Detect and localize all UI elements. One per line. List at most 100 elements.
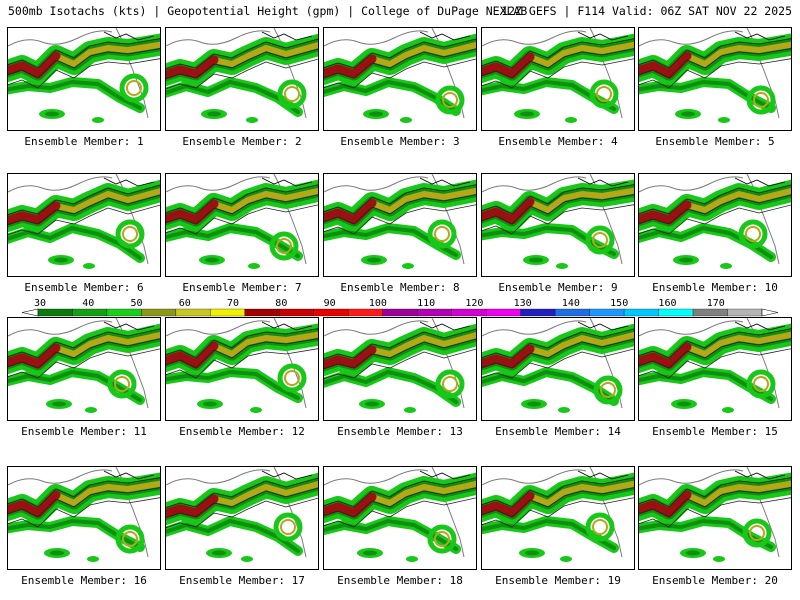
jet-stream-max <box>482 344 535 369</box>
ensemble-map-panel <box>638 317 792 421</box>
cutoff-low-swirl <box>742 518 772 548</box>
height-contour <box>482 487 634 518</box>
height-contour <box>639 487 791 518</box>
wind-speed-patch <box>369 111 383 117</box>
colorbar-tick-label: 50 <box>131 298 143 309</box>
ensemble-member-label: Ensemble Member: 1 <box>24 135 144 148</box>
colorbar-swatch <box>313 308 349 317</box>
colorbar-swatch <box>141 308 177 317</box>
wind-speed-patch <box>565 117 577 123</box>
jet-stream-max <box>639 490 692 518</box>
wind-speed-patch <box>250 407 262 413</box>
cutoff-low-swirl <box>280 519 296 535</box>
colorbar-swatch <box>37 308 73 317</box>
cutoff-low-swirl <box>749 525 765 541</box>
cutoff-low-swirl <box>122 531 138 547</box>
height-contour <box>166 38 318 70</box>
wind-speed-patch <box>713 556 725 562</box>
header-title: 500mb Isotachs (kts) | Geopotential Heig… <box>8 4 528 18</box>
coastline <box>482 176 587 193</box>
cutoff-low-swirl <box>119 73 149 103</box>
cutoff-low-swirl <box>589 79 619 109</box>
map-field <box>8 174 160 269</box>
height-contour <box>639 48 791 79</box>
map-field <box>324 318 476 413</box>
jet-stream-max <box>8 201 61 226</box>
height-contour <box>324 194 476 225</box>
cutoff-low-swirl <box>434 226 450 242</box>
jet-stream-max <box>639 342 692 369</box>
political-boundary <box>103 321 155 331</box>
cutoff-low-swirl <box>427 524 457 554</box>
map-field <box>482 28 634 123</box>
map-field <box>324 174 476 269</box>
jet-stream-band <box>8 370 142 402</box>
cutoff-low-swirl <box>753 376 769 392</box>
wind-speed-patch <box>686 550 700 556</box>
ensemble-map-panel <box>638 173 792 277</box>
wind-speed-patch <box>92 117 104 123</box>
colorbar-swatch <box>72 308 108 317</box>
cutoff-low-swirl <box>277 79 307 109</box>
ensemble-map-panel <box>7 466 161 570</box>
map-field <box>482 467 634 562</box>
jet-stream-max <box>324 198 377 225</box>
map-field <box>639 467 791 562</box>
cutoff-low-swirl <box>746 85 776 115</box>
ensemble-map-panel <box>7 27 161 131</box>
colorbar-swatch <box>589 308 625 317</box>
map-field <box>166 174 318 269</box>
wind-speed-patch <box>363 550 377 556</box>
ensemble-map-panel <box>165 466 319 570</box>
ensemble-member-label: Ensemble Member: 16 <box>21 574 147 587</box>
colorbar-swatch <box>658 308 694 317</box>
cutoff-low-swirl <box>753 92 769 108</box>
colorbar-swatch <box>279 308 314 317</box>
cutoff-low-swirl <box>284 370 300 386</box>
colorbar-arrow-left <box>21 308 39 317</box>
ensemble-map-panel <box>323 173 477 277</box>
height-contour <box>324 348 476 380</box>
cutoff-low-swirl <box>434 531 450 547</box>
political-boundary <box>734 177 786 187</box>
coastline <box>324 176 429 193</box>
map-field <box>8 318 160 413</box>
height-contour <box>639 58 791 89</box>
height-contour <box>166 487 318 519</box>
height-contour <box>166 338 318 369</box>
ensemble-map-panel <box>7 173 161 277</box>
coastline <box>166 30 271 47</box>
wind-speed-patch <box>402 263 414 269</box>
colorbar-tick-label: 60 <box>179 298 191 309</box>
cutoff-low-swirl <box>745 226 761 242</box>
wind-speed-patch <box>212 550 226 556</box>
map-field <box>639 174 791 269</box>
height-contour <box>8 477 160 508</box>
height-contour <box>8 38 160 69</box>
ensemble-member-label: Ensemble Member: 15 <box>652 425 778 438</box>
wind-speed-patch <box>85 407 97 413</box>
colorbar-tick-label: 170 <box>707 298 725 309</box>
colorbar-tick-label: 80 <box>275 298 287 309</box>
jet-stream-max <box>482 491 535 518</box>
colorbar-swatch <box>692 308 728 317</box>
political-boundary <box>577 321 629 331</box>
colorbar-swatch <box>451 308 487 317</box>
cutoff-low-swirl <box>122 226 138 242</box>
political-boundary <box>261 470 313 480</box>
wind-speed-patch <box>681 111 695 117</box>
height-contour <box>166 328 318 359</box>
map-field <box>166 318 318 413</box>
wind-speed-patch <box>367 257 381 263</box>
map-field <box>8 28 160 123</box>
colorbar-swatch <box>417 308 452 317</box>
wind-speed-patch <box>50 550 64 556</box>
colorbar-tick-label: 140 <box>562 298 580 309</box>
height-contour <box>639 497 791 528</box>
colorbar-tick-label: 70 <box>227 298 239 309</box>
jet-stream-max <box>166 199 219 225</box>
wind-speed-patch <box>560 556 572 562</box>
header-model-run: 12Z GEFS | F114 Valid: 06Z SAT NOV 22 20… <box>501 4 792 18</box>
wind-speed-patch <box>45 111 59 117</box>
coastline <box>166 320 271 337</box>
